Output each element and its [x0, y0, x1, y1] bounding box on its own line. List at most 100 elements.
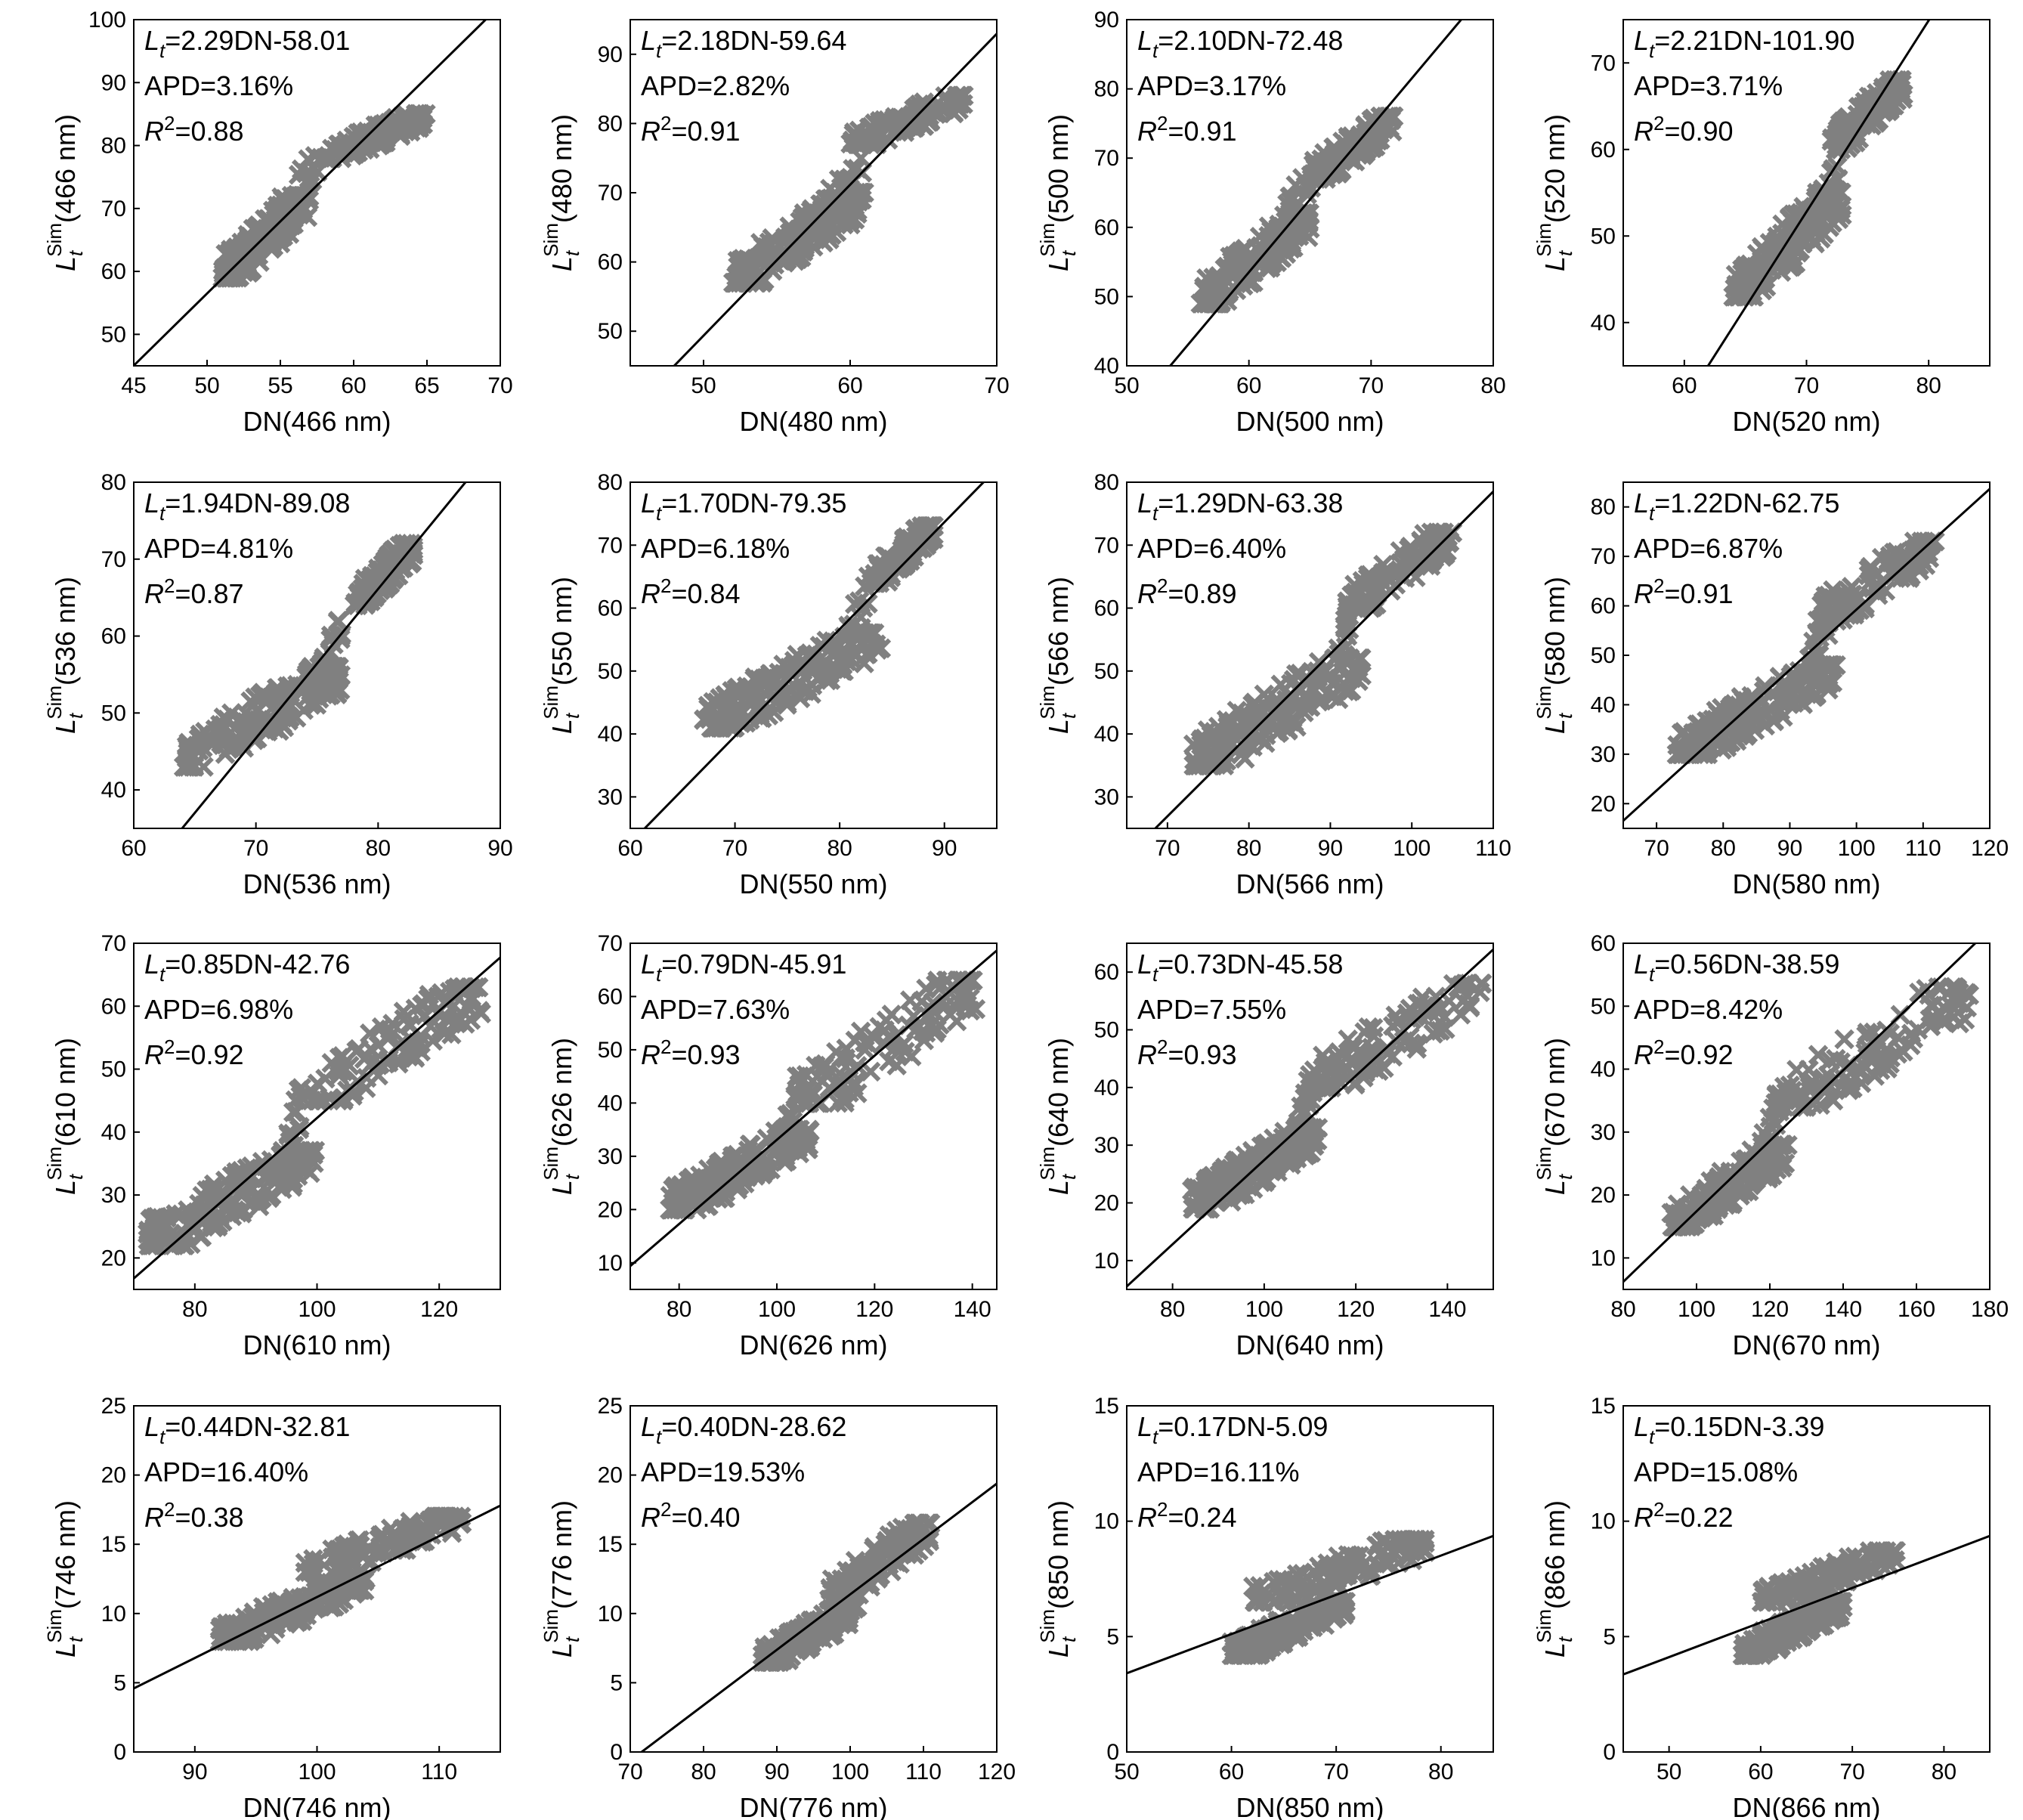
data-point: [1323, 1608, 1344, 1629]
data-point: [1762, 682, 1783, 703]
data-point: [370, 1525, 391, 1546]
data-point: [270, 213, 291, 234]
data-point: [348, 141, 369, 162]
data-point: [422, 1030, 444, 1051]
x-tick-label: 140: [1824, 1297, 1862, 1322]
x-tick-label: 90: [932, 836, 957, 861]
data-point: [1750, 707, 1771, 729]
data-point: [1230, 1644, 1251, 1665]
data-point: [696, 1180, 716, 1201]
apd-label: APD=6.40%: [1137, 533, 1286, 564]
data-point: [346, 1041, 367, 1062]
data-point: [147, 1206, 168, 1227]
data-point: [223, 731, 243, 752]
y-tick-label: 20: [1591, 791, 1616, 816]
data-point: [413, 114, 433, 135]
x-tick-label: 90: [1318, 836, 1343, 861]
y-tick-label: 10: [1094, 1249, 1119, 1274]
data-point: [1389, 1529, 1410, 1550]
y-tick-label: 40: [1094, 1076, 1119, 1100]
data-point: [1747, 261, 1768, 282]
data-point: [459, 977, 480, 998]
data-point: [1340, 145, 1361, 166]
x-tick-label: 90: [487, 836, 512, 861]
y-tick-label: 30: [1094, 785, 1119, 809]
data-point: [1820, 1050, 1841, 1071]
y-axis-label: LtSim(670 nm): [1533, 1038, 1576, 1195]
y-tick-label: 80: [598, 470, 623, 495]
fit-line: [1623, 943, 1978, 1283]
data-point: [252, 1151, 273, 1172]
y-tick-label: 60: [1094, 596, 1119, 621]
y-axis-label: LtSim(776 nm): [540, 1500, 583, 1658]
data-point: [1357, 568, 1378, 589]
y-tick-label: 0: [113, 1740, 126, 1765]
fit-equation: Lt=1.70DN-79.35: [641, 488, 846, 525]
r2-label: R2=0.91: [1634, 574, 1734, 609]
data-point: [943, 103, 964, 124]
data-point: [1383, 106, 1404, 127]
data-point: [1799, 1060, 1819, 1080]
y-tick-label: 80: [598, 111, 623, 136]
y-tick-label: 20: [1094, 1191, 1119, 1216]
y-tick-label: 0: [610, 1740, 623, 1765]
x-tick-label: 80: [1428, 1760, 1453, 1784]
data-point: [732, 252, 752, 273]
data-point: [865, 636, 885, 656]
y-tick-label: 40: [1094, 722, 1119, 747]
data-point: [1289, 1134, 1310, 1156]
x-tick-label: 90: [182, 1760, 207, 1784]
data-point: [277, 698, 298, 718]
r2-label: R2=0.40: [641, 1498, 741, 1533]
x-tick-label: 100: [298, 1760, 336, 1784]
y-tick-label: 70: [598, 931, 623, 956]
y-tick-label: 60: [1591, 594, 1616, 619]
data-point: [1208, 268, 1228, 289]
data-point: [1301, 169, 1322, 189]
data-point: [418, 1513, 438, 1534]
data-point: [1332, 132, 1353, 152]
data-point: [1687, 726, 1709, 746]
y-tick-label: 30: [101, 1183, 126, 1208]
x-tick-label: 45: [121, 373, 146, 398]
data-point: [1236, 707, 1257, 728]
data-point: [315, 147, 336, 169]
data-point: [1826, 127, 1846, 147]
data-point: [954, 992, 976, 1014]
data-point: [876, 1010, 897, 1031]
data-point: [660, 1199, 680, 1220]
y-tick-label: 80: [101, 134, 126, 159]
x-tick-label: 160: [1898, 1297, 1935, 1322]
r2-label: R2=0.93: [641, 1035, 741, 1070]
data-point: [919, 516, 940, 537]
apd-label: APD=6.98%: [144, 994, 293, 1025]
data-point: [1237, 260, 1258, 280]
x-tick-label: 140: [954, 1297, 991, 1322]
r2-label: R2=0.92: [1634, 1035, 1734, 1070]
data-point: [305, 1141, 326, 1162]
data-point: [821, 1623, 842, 1645]
data-point: [819, 1078, 840, 1098]
data-point: [814, 1057, 834, 1077]
data-point: [951, 85, 971, 107]
points-850: [1221, 1529, 1435, 1666]
data-point: [871, 122, 892, 144]
y-tick-label: 90: [598, 42, 623, 67]
data-point: [1300, 697, 1321, 717]
data-point: [1799, 226, 1820, 246]
data-point: [460, 1010, 481, 1030]
data-point: [1307, 661, 1328, 682]
data-point: [1347, 1552, 1367, 1573]
x-tick-label: 50: [1114, 1760, 1139, 1784]
y-axis-label: LtSim(610 nm): [43, 1038, 87, 1195]
data-point: [1186, 755, 1207, 775]
data-point: [283, 1102, 304, 1122]
data-point: [715, 685, 735, 706]
data-point: [787, 645, 807, 665]
y-tick-label: 40: [101, 1120, 126, 1145]
data-point: [916, 978, 936, 999]
data-point: [1375, 1552, 1395, 1574]
